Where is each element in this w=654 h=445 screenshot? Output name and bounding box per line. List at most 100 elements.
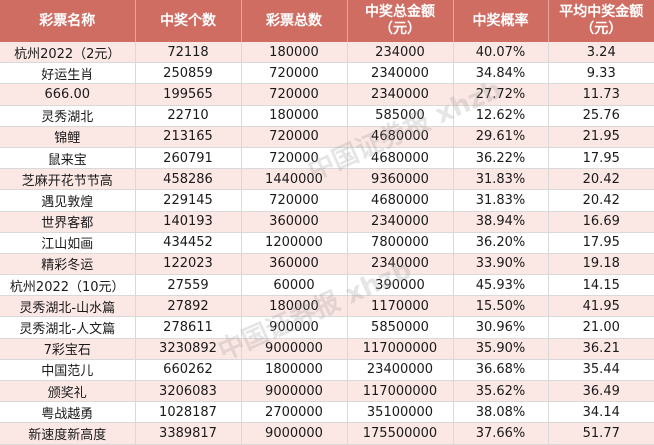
cell-total-prize: 2340000 (347, 253, 454, 276)
cell-total-prize: 117000000 (347, 338, 454, 360)
cell-avg-prize: 17.95 (548, 232, 654, 254)
cell-lottery-name: 锦鲤 (0, 126, 136, 148)
cell-total-tickets: 9000000 (241, 422, 348, 445)
cell-total-prize: 7800000 (347, 232, 454, 254)
cell-lottery-name: 灵秀湖北-人文篇 (0, 316, 136, 339)
cell-total-tickets: 720000 (241, 189, 348, 212)
cell-total-tickets: 720000 (241, 83, 348, 106)
cell-total-tickets: 1440000 (241, 168, 348, 191)
cell-lottery-name: 新速度新高度 (0, 422, 136, 445)
cell-total-prize: 117000000 (347, 380, 454, 403)
cell-total-tickets: 900000 (241, 316, 348, 339)
cell-win-rate: 40.07% (453, 42, 549, 64)
header-lottery-name: 彩票名称 (0, 0, 136, 42)
cell-total-tickets: 9000000 (241, 338, 348, 360)
cell-total-prize: 5850000 (347, 316, 454, 339)
cell-total-tickets: 360000 (241, 253, 348, 276)
cell-total-prize: 1170000 (347, 295, 454, 318)
cell-win-rate: 29.61% (453, 126, 549, 148)
cell-lottery-name: 江山如画 (0, 232, 136, 254)
table-row: 7彩宝石 3230892 9000000 117000000 35.90% 36.21 (0, 338, 654, 360)
cell-lottery-name: 杭州2022（10元） (0, 274, 136, 297)
cell-win-rate: 33.90% (453, 253, 549, 276)
cell-total-tickets: 180000 (241, 42, 348, 64)
cell-total-tickets: 720000 (241, 126, 348, 148)
cell-lottery-name: 颁奖礼 (0, 380, 136, 403)
cell-avg-prize: 17.95 (548, 147, 654, 170)
cell-win-count: 260791 (135, 147, 242, 170)
cell-win-rate: 36.20% (453, 232, 549, 254)
cell-win-rate: 45.93% (453, 274, 549, 297)
table-row: 灵秀湖北 22710 180000 585000 12.62% 25.76 (0, 105, 654, 127)
cell-win-count: 72118 (135, 42, 242, 64)
cell-win-rate: 27.72% (453, 83, 549, 106)
cell-win-rate: 38.94% (453, 211, 549, 233)
cell-win-rate: 31.83% (453, 189, 549, 212)
cell-win-count: 229145 (135, 189, 242, 212)
cell-lottery-name: 灵秀湖北 (0, 105, 136, 127)
cell-avg-prize: 3.24 (548, 42, 654, 64)
header-row: 彩票名称 中奖个数 彩票总数 中奖总金额 （元） 中奖概率 平均中奖金额 （元） (0, 0, 654, 42)
cell-total-prize: 2340000 (347, 83, 454, 106)
cell-total-prize: 4680000 (347, 126, 454, 148)
table-body: 杭州2022（2元） 72118 180000 234000 40.07% 3.24 好运生… (0, 42, 654, 445)
table-row: 666.00 199565 720000 2340000 27.72% 11.73 (0, 83, 654, 106)
cell-avg-prize: 21.95 (548, 126, 654, 148)
cell-win-count: 250859 (135, 62, 242, 85)
cell-win-rate: 31.83% (453, 168, 549, 191)
cell-total-prize: 35100000 (347, 401, 454, 424)
cell-win-count: 458286 (135, 168, 242, 191)
cell-total-prize: 390000 (347, 274, 454, 297)
header-avg-prize: 平均中奖金额 （元） (548, 0, 654, 42)
header-total-tickets: 彩票总数 (241, 0, 348, 42)
cell-win-count: 122023 (135, 253, 242, 276)
table-row: 江山如画 434452 1200000 7800000 36.20% 17.95 (0, 232, 654, 254)
cell-win-count: 22710 (135, 105, 242, 127)
table-row: 颁奖礼 3206083 9000000 117000000 35.62% 36.49 (0, 380, 654, 403)
cell-avg-prize: 9.33 (548, 62, 654, 85)
cell-avg-prize: 34.14 (548, 401, 654, 424)
cell-avg-prize: 51.77 (548, 422, 654, 445)
table-row: 杭州2022（10元） 27559 60000 390000 45.93% 14.15 (0, 274, 654, 297)
cell-lottery-name: 7彩宝石 (0, 338, 136, 360)
cell-avg-prize: 19.18 (548, 253, 654, 276)
cell-lottery-name: 灵秀湖北-山水篇 (0, 295, 136, 318)
header-win-count: 中奖个数 (135, 0, 242, 42)
cell-avg-prize: 21.00 (548, 316, 654, 339)
cell-avg-prize: 36.21 (548, 338, 654, 360)
cell-win-rate: 35.62% (453, 380, 549, 403)
cell-total-tickets: 2700000 (241, 401, 348, 424)
cell-total-prize: 4680000 (347, 147, 454, 170)
cell-total-tickets: 9000000 (241, 380, 348, 403)
cell-lottery-name: 666.00 (0, 83, 136, 106)
cell-win-count: 213165 (135, 126, 242, 148)
table-row: 粤战越勇 1028187 2700000 35100000 38.08% 34.14 (0, 401, 654, 424)
table-row: 中国范儿 660262 1800000 23400000 36.68% 35.44 (0, 359, 654, 382)
table-row: 杭州2022（2元） 72118 180000 234000 40.07% 3.24 (0, 42, 654, 64)
cell-total-prize: 4680000 (347, 189, 454, 212)
table-row: 芝麻开花节节高 458286 1440000 9360000 31.83% 20.42 (0, 168, 654, 191)
cell-avg-prize: 20.42 (548, 189, 654, 212)
cell-win-count: 27892 (135, 295, 242, 318)
cell-win-count: 3230892 (135, 338, 242, 360)
table-row: 灵秀湖北-人文篇 278611 900000 5850000 30.96% 21.00 (0, 316, 654, 339)
cell-win-rate: 34.84% (453, 62, 549, 85)
header-win-rate: 中奖概率 (453, 0, 549, 42)
table-row: 遇见敦煌 229145 720000 4680000 31.83% 20.42 (0, 189, 654, 212)
cell-lottery-name: 遇见敦煌 (0, 189, 136, 212)
cell-total-prize: 9360000 (347, 168, 454, 191)
cell-win-count: 140193 (135, 211, 242, 233)
cell-win-rate: 36.68% (453, 359, 549, 382)
table-row: 好运生肖 250859 720000 2340000 34.84% 9.33 (0, 62, 654, 85)
cell-win-rate: 38.08% (453, 401, 549, 424)
table-row: 新速度新高度 3389817 9000000 175500000 37.66% 51.77 (0, 422, 654, 445)
header-total-prize: 中奖总金额 （元） (347, 0, 454, 42)
cell-win-count: 3389817 (135, 422, 242, 445)
cell-lottery-name: 世界客都 (0, 211, 136, 233)
cell-total-tickets: 720000 (241, 147, 348, 170)
cell-lottery-name: 中国范儿 (0, 359, 136, 382)
cell-total-tickets: 180000 (241, 295, 348, 318)
cell-lottery-name: 鼠来宝 (0, 147, 136, 170)
cell-lottery-name: 芝麻开花节节高 (0, 168, 136, 191)
cell-win-rate: 37.66% (453, 422, 549, 445)
